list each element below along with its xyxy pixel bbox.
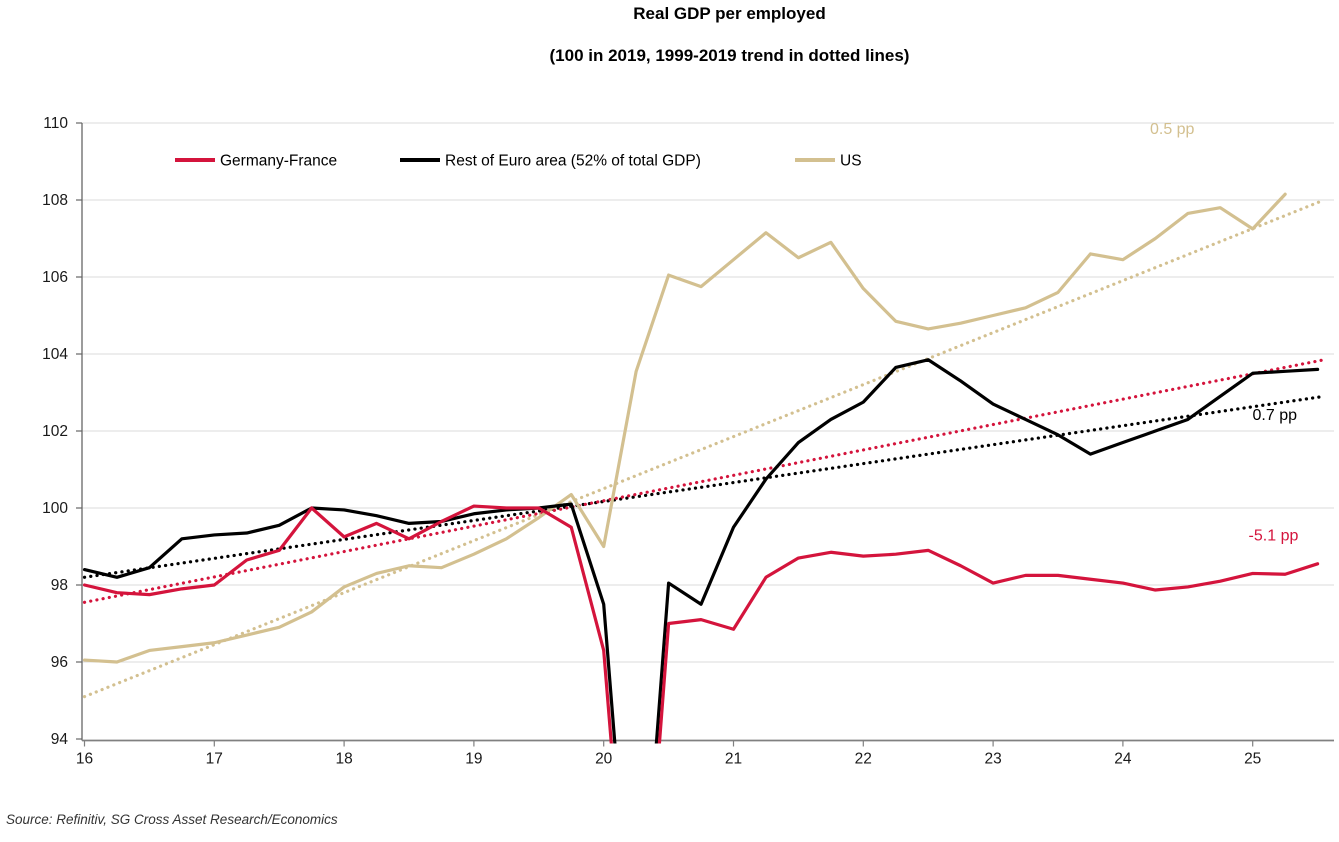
y-tick-label: 94 [51,731,69,748]
annotation-5-1-pp: -5.1 pp [1249,528,1299,545]
series-group [82,192,1320,744]
trend-us-1999-2019-trend [82,198,1326,699]
y-tick-label: 100 [42,500,68,517]
x-tick-label: 21 [725,751,742,768]
annotation-0-5-pp: 0.5 pp [1150,121,1195,138]
series-us [82,192,1287,664]
y-tick-label: 96 [51,654,68,671]
chart-subtitle: (100 in 2019, 1999-2019 trend in dotted … [549,46,910,65]
y-tick-label: 98 [51,577,68,594]
x-tick-label: 17 [206,751,223,768]
series-germany-france [82,504,1320,744]
annotation-0-7-pp: 0.7 pp [1253,407,1298,424]
line-chart: 94 96 98 100 102 104 106 108 110 16 17 18 19 20 21 22 23… [42,115,1334,768]
legend-label-rest-of-euro-area-52-of-total-gdp: Rest of Euro area (52% of total GDP) [445,153,701,170]
legend-item-germany-france: Germany-France [175,153,337,170]
legend-item-us: US [795,153,862,170]
legend-label-us: US [840,153,862,170]
y-tick-label: 110 [43,115,68,132]
x-tick-label: 23 [984,751,1001,768]
x-tick-label: 25 [1244,751,1261,768]
x-tick-label: 18 [335,751,352,768]
legend-label-germany-france: Germany-France [220,153,337,170]
x-tick-label: 24 [1114,751,1132,768]
y-tick-label: 102 [42,423,68,440]
legend: Germany-France Rest of Euro area (52% of … [175,153,862,170]
trend-germany-france-1999-2019-trend [82,358,1326,604]
source-note: Source: Refinitiv, SG Cross Asset Resear… [6,812,338,827]
x-tick-label: 22 [855,751,872,768]
x-tick-label: 16 [76,751,93,768]
legend-item-rest-of-euro-area-52-of-total-gdp: Rest of Euro area (52% of total GDP) [400,153,701,170]
series-rest-of-euro-area-52-of-total-gdp [82,358,1320,744]
trend-rest-of-euro-area-1999-2019-trend [82,394,1326,579]
x-tick-label: 19 [465,751,482,768]
x-tick-label: 20 [595,751,613,768]
gridlines [82,122,1334,663]
chart-title: Real GDP per employed [633,4,826,23]
y-tick-label: 104 [42,346,68,363]
y-tick-label: 106 [42,269,68,286]
y-tick-label: 108 [42,192,68,209]
